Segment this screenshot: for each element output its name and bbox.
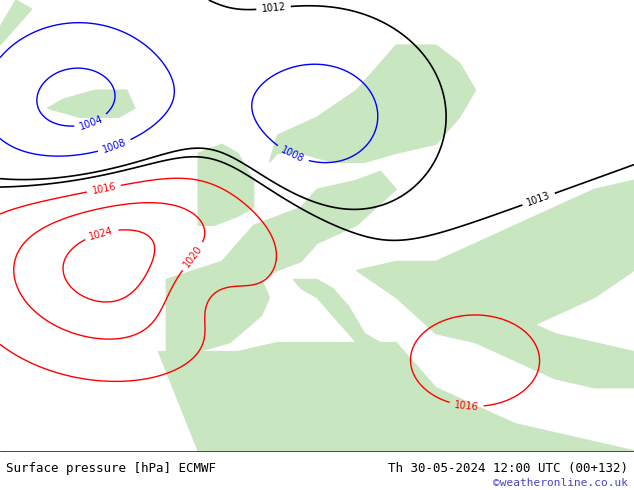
Text: Surface pressure [hPa] ECMWF: Surface pressure [hPa] ECMWF — [6, 462, 216, 475]
Text: 1013: 1013 — [526, 190, 552, 208]
Text: 1008: 1008 — [280, 145, 306, 165]
Text: Th 30-05-2024 12:00 UTC (00+132): Th 30-05-2024 12:00 UTC (00+132) — [387, 462, 628, 475]
Text: ©weatheronline.co.uk: ©weatheronline.co.uk — [493, 478, 628, 488]
Polygon shape — [269, 45, 476, 162]
Text: 1020: 1020 — [181, 244, 204, 270]
Polygon shape — [356, 180, 634, 343]
Polygon shape — [166, 262, 269, 352]
Polygon shape — [198, 172, 396, 279]
Text: 1024: 1024 — [88, 225, 115, 242]
Text: 1016: 1016 — [454, 399, 479, 412]
Text: 1012: 1012 — [261, 2, 286, 14]
Text: 1016: 1016 — [91, 181, 117, 196]
Polygon shape — [158, 343, 634, 451]
Text: 1004: 1004 — [78, 114, 105, 132]
Text: 1008: 1008 — [101, 137, 127, 155]
Polygon shape — [198, 144, 254, 225]
Polygon shape — [0, 0, 32, 45]
Polygon shape — [293, 279, 380, 352]
Polygon shape — [444, 297, 634, 388]
Polygon shape — [48, 90, 134, 117]
